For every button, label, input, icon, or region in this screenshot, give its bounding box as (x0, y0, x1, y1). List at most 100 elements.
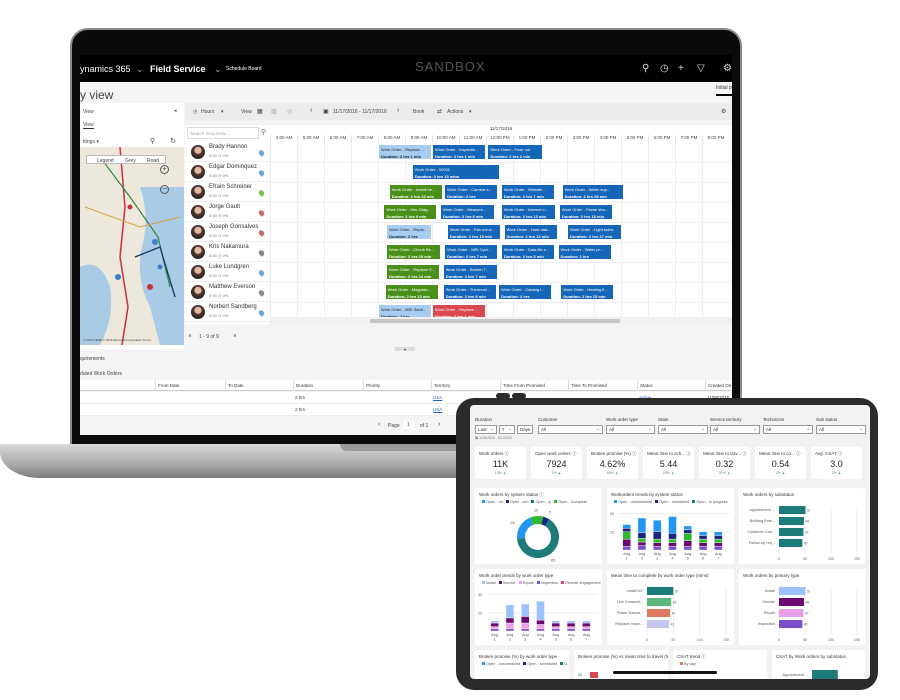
kpi-card[interactable]: Mean time to trav... ⓘ 0.32 31% ▲ (699, 447, 750, 479)
actions-button[interactable]: Actions (447, 109, 464, 115)
tab-view[interactable]: View (83, 122, 94, 129)
booking-tile[interactable]: Work Order - Catalog l... Duration: 2 hrs (498, 284, 553, 300)
tab-scheduled-work-orders[interactable]: duled Work Orders (80, 371, 122, 377)
hours-dropdown[interactable]: Hours (201, 109, 215, 115)
timeline-scrollbar[interactable] (270, 317, 732, 325)
splitter-handle[interactable]: ▾ (395, 347, 415, 352)
resource-row[interactable]: Efrain Schreiner 0:00 ◷ 0% (185, 182, 270, 202)
booking-tile[interactable]: Work Order - MRI Cycl... Duration: 2 hrs … (444, 244, 499, 260)
search-resources-input[interactable]: Search resources... (187, 127, 259, 139)
refresh-icon[interactable]: ↻ (170, 138, 176, 145)
table-cell[interactable]: Active (639, 392, 651, 404)
chevron-down-icon[interactable]: ▾ (221, 109, 224, 115)
booking-tile[interactable]: Work Order - Water sup... Duration: 2 hrs… (561, 184, 624, 200)
booking-tile[interactable]: Work Order - Inspectio... Duration: 2 hrs… (432, 144, 486, 160)
booking-tile[interactable]: Work Order - Measure ... Duration: 2 hrs … (440, 204, 496, 220)
location-pin-icon[interactable] (257, 189, 266, 197)
zoom-in-button[interactable]: + (160, 165, 169, 174)
kpi-card[interactable]: Work orders ⓘ 11K 13% ▲ (475, 447, 526, 479)
legend-item[interactable]: Open - scheduled (659, 500, 690, 504)
booking-tile[interactable]: Work Order - Camera s... Duration: 2 hrs (444, 184, 499, 200)
map-tab-legend[interactable]: Legend (97, 158, 114, 164)
booking-tile[interactable]: Work Order - Internet c... Duration: 2 hr… (500, 204, 557, 220)
location-pin-icon[interactable] (257, 249, 266, 257)
booking-tile[interactable]: Work Order - Website... Duration: 2 hrs 7… (500, 184, 555, 200)
column-header[interactable]: From Date (155, 380, 179, 391)
booking-tile[interactable]: Work Order - Magneto... Duration: 2 hrs 1… (384, 284, 439, 300)
filter-icon[interactable]: ▽ (697, 63, 705, 74)
zoom-out-button[interactable]: − (160, 185, 169, 194)
map[interactable]: Legend Grey Road + − © 2016 HERE © 2016 … (80, 146, 184, 346)
page-input[interactable]: 1 (403, 421, 414, 429)
resource-row[interactable]: Joseph Gonsalves 0:00 ◷ 0% (185, 222, 270, 242)
location-pin-icon[interactable] (257, 289, 266, 297)
booking-tile[interactable]: Work Order - Install he... Duration: 2 hr… (388, 184, 443, 200)
collapse-icon[interactable]: ◂ (174, 108, 177, 114)
column-header[interactable]: Duration (293, 380, 313, 391)
booking-tile[interactable]: Work Order - Fan not w... Duration: 2 hrs… (446, 224, 501, 240)
legend-item[interactable]: Open - un (486, 500, 503, 504)
legend-item[interactable]: Install (486, 581, 496, 585)
filter-dropdown[interactable]: All (816, 425, 866, 434)
column-header[interactable]: Created On (705, 380, 731, 391)
column-header[interactable]: To Date (225, 380, 244, 391)
legend-item[interactable]: Open - scheduled (527, 662, 558, 666)
location-pin-icon[interactable]: ⚲ (261, 129, 267, 136)
prev-page-button[interactable]: ‹ (378, 421, 381, 428)
legend-item[interactable]: Service (502, 581, 516, 585)
location-pin-icon[interactable] (257, 309, 266, 317)
booking-tile[interactable]: Work Order - Hard disk... Duration: 2 hrs… (503, 224, 558, 240)
legend-item[interactable]: Remote engagement (565, 581, 601, 585)
grid-view-icon[interactable]: ▥ (271, 109, 277, 115)
booking-tile[interactable]: Work Order - 00001 Duration: 3 hrs 15 min… (411, 164, 500, 180)
booking-tile[interactable]: Work Order - Water pr... Duration: 2 hrs (557, 244, 612, 260)
location-pin-icon[interactable] (257, 209, 266, 217)
prev-date-button[interactable]: ‹ (310, 107, 313, 114)
booking-tile[interactable]: Work Order - Fuse out Duration: 2 hrs 2 m… (487, 144, 543, 160)
calendar-icon[interactable]: ▣ (323, 109, 329, 115)
booking-tile[interactable]: Work Order - Heating fl... Duration: 2 hr… (560, 284, 615, 300)
date-range[interactable]: 11/17/2016 - 11/17/2016 (333, 109, 387, 115)
settings-dropdown[interactable]: ttings ▾ (83, 139, 99, 145)
kpi-card[interactable]: Open work orders ⓘ 7924 1% ▲ (531, 447, 582, 479)
settings-gear-icon[interactable]: ⚙ (721, 109, 727, 115)
resource-row[interactable]: Matthew Everson 0:00 ◷ 0% (185, 282, 270, 302)
filter-dropdown[interactable]: All (538, 425, 603, 434)
table-cell[interactable]: USA (433, 407, 443, 412)
booking-tile[interactable]: Work Order - Replace ... Duration: 2 hrs … (378, 144, 432, 160)
kpi-card[interactable]: Avg. CSAT ⓘ 3.0 2% ▲ (811, 447, 862, 479)
resource-row[interactable]: Edgar Dominquez 0:00 ◷ 0% (185, 162, 270, 182)
kpi-card[interactable]: Mean time to co... ⓘ 0.54 2% ▲ (755, 447, 806, 479)
list-view-icon[interactable]: ▦ (257, 109, 263, 115)
filter-dropdown[interactable]: All (606, 425, 655, 434)
legend-item[interactable]: Open - unscheduled (486, 662, 521, 666)
column-header[interactable]: Status (637, 380, 653, 391)
location-pin-icon[interactable] (257, 269, 266, 277)
filter-dropdown[interactable]: 7 (499, 425, 515, 434)
chevron-down-icon[interactable]: ⌄ (136, 64, 144, 74)
legend-item[interactable]: Open - in progress (696, 500, 728, 504)
search-icon[interactable]: ⚲ (150, 138, 156, 145)
booking-tile[interactable]: Work Order - Circuit Re... Duration: 2 hr… (386, 244, 442, 260)
app-brand[interactable]: ynamics 365 (80, 64, 131, 74)
legend-item[interactable]: Repair (522, 581, 534, 585)
plus-icon[interactable]: + (678, 63, 684, 74)
booking-tile[interactable]: Work Order - Broken T... Duration: 2 hrs … (442, 264, 499, 280)
area-label[interactable]: Schedule Board (226, 66, 262, 72)
table-cell[interactable]: USA (433, 395, 443, 400)
tab-initial[interactable]: Initial p (716, 85, 732, 96)
resource-row[interactable]: Luke Lundgren 0:00 ◷ 0% (185, 262, 270, 282)
resource-row[interactable]: Brady Hannon 0:00 ◷ 0% (185, 142, 270, 162)
legend-item[interactable]: Open - ip (535, 500, 552, 504)
booking-tile[interactable]: Work Order - Repla... Duration: 2 hrs (386, 224, 432, 240)
book-button[interactable]: Book (413, 109, 425, 115)
legend-item[interactable]: Open - Complete (558, 500, 588, 504)
filter-dropdown[interactable]: All (658, 425, 708, 434)
chevron-down-icon[interactable]: ⌄ (214, 64, 222, 74)
column-header[interactable]: Territory (431, 380, 450, 391)
resource-row[interactable]: Norbert Sandberg 0:00 ◷ 0% (185, 302, 270, 322)
filter-dropdown[interactable]: Last (475, 425, 497, 434)
map-tab-road[interactable]: Road (147, 158, 159, 164)
resource-row[interactable]: Jorge Gault 0:00 ◷ 0% (185, 202, 270, 222)
page-down-button[interactable]: ∨ (233, 333, 237, 339)
